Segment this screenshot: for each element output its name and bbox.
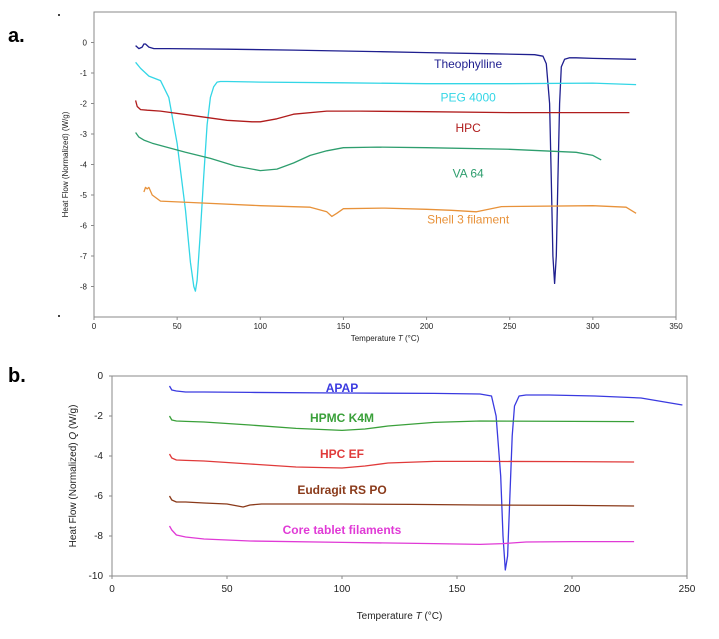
y-tick-label: -2 (94, 411, 103, 422)
series-line (168, 385, 683, 571)
x-tick-label: 350 (669, 322, 683, 331)
frame-marker (58, 315, 60, 317)
x-tick-label: 150 (449, 584, 466, 595)
x-tick-label: 100 (254, 322, 268, 331)
y-tick-label: -2 (80, 100, 88, 109)
x-tick-label: 250 (503, 322, 517, 331)
series-label: Theophylline (434, 57, 502, 71)
x-tick-label: 300 (586, 322, 600, 331)
series-line (168, 525, 635, 546)
x-tick-label: 0 (109, 584, 115, 595)
series-line (168, 453, 635, 469)
series-label: HPC EF (320, 447, 364, 461)
y-tick-label: -8 (94, 531, 103, 542)
y-axis-label: Heat Flow (Normalized) Q (W/g) (68, 405, 79, 548)
panel-b-chart: 0 50 100 150 200 250 0 -2 -4 -6 -8 -10 Temperature T… (68, 371, 696, 622)
series-label: VA 64 (453, 167, 484, 181)
panel-b-letter: b. (8, 365, 26, 387)
y-tick-label: -8 (80, 283, 88, 292)
y-tick-label: -5 (80, 191, 88, 200)
series-label: HPC (455, 121, 481, 135)
y-tick-label: 0 (97, 371, 103, 382)
y-tick-label: -10 (89, 571, 104, 582)
series-line (135, 43, 637, 285)
series-label: HPMC K4M (310, 411, 374, 425)
x-tick-label: 150 (337, 322, 351, 331)
x-axis-label: Temperature T (°C) (357, 611, 443, 622)
x-tick-label: 0 (92, 322, 97, 331)
y-tick-label: -4 (80, 161, 88, 170)
y-axis-label: Heat Flow (Normalized) (W/g) (61, 111, 70, 217)
panel-a-chart: 0 50 100 150 200 250 300 350 0 -1 -2 -3 -4 -5 -6 -7 -8 Te… (58, 11, 683, 343)
series-line (168, 415, 635, 432)
x-tick-label: 200 (564, 584, 581, 595)
x-tick-label: 50 (173, 322, 182, 331)
series-line (134, 100, 630, 123)
y-tick-label: -1 (80, 69, 88, 78)
x-tick-label: 100 (334, 584, 351, 595)
series-line (168, 495, 635, 508)
series-line (135, 61, 637, 292)
series-label: Shell 3 filament (427, 212, 510, 226)
x-axis-label: Temperature T (°C) (351, 334, 420, 343)
y-tick-label: -4 (94, 451, 103, 462)
y-tick-label: 0 (83, 39, 88, 48)
frame-marker (58, 14, 60, 16)
x-tick-label: 200 (420, 322, 434, 331)
series-label: Core tablet filaments (283, 523, 402, 537)
series-label: Eudragit RS PO (297, 483, 386, 497)
y-tick-label: -3 (80, 130, 88, 139)
series-line (143, 186, 637, 218)
y-tick-label: -6 (80, 222, 88, 231)
x-tick-label: 250 (679, 584, 696, 595)
series-label: APAP (326, 381, 358, 395)
panel-a-letter: a. (8, 25, 25, 47)
y-tick-label: -7 (80, 252, 88, 261)
plot-frame (111, 375, 688, 577)
y-tick-label: -6 (94, 491, 103, 502)
x-tick-label: 50 (221, 584, 233, 595)
series-line (135, 132, 602, 172)
series-label: PEG 4000 (440, 90, 496, 104)
